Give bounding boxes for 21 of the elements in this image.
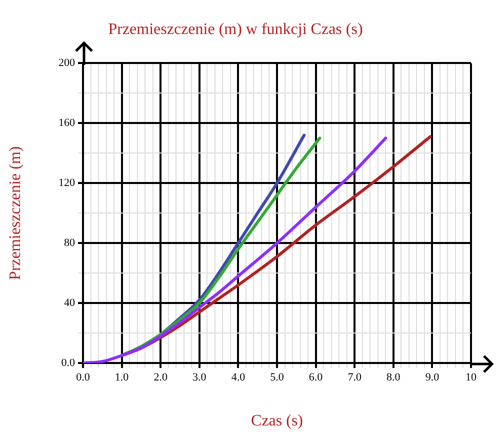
x-tick-label: 3.0 <box>192 371 207 384</box>
x-tick-label: 1.0 <box>114 371 130 384</box>
x-tick-label: 2.0 <box>154 371 168 384</box>
y-axis-title: Przemieszczenie (m) <box>6 146 24 280</box>
chart-title: Przemieszczenie (m) w funkcji Czas (s) <box>108 20 363 38</box>
x-tick-label: 6.0 <box>308 371 324 384</box>
y-tick-label: 0.0 <box>61 356 76 369</box>
y-tick-label: 40 <box>64 296 76 309</box>
x-tick-label: 4.0 <box>231 371 246 384</box>
y-tick-label: 120 <box>58 177 76 190</box>
x-tick-label: 5.0 <box>270 371 284 384</box>
x-tick-label: 9.0 <box>425 371 440 384</box>
y-tick-label: 160 <box>58 117 76 130</box>
x-tick-label: 0.0 <box>76 371 90 384</box>
x-axis-title: Czas (s) <box>251 412 303 430</box>
y-tick-label: 80 <box>64 236 76 249</box>
x-tick-label: 8.0 <box>386 371 401 384</box>
x-tick-label: 10 <box>466 371 477 384</box>
line-series <box>83 136 388 363</box>
x-tick-label: 7.0 <box>348 371 362 384</box>
y-tick-label: 200 <box>58 57 76 70</box>
